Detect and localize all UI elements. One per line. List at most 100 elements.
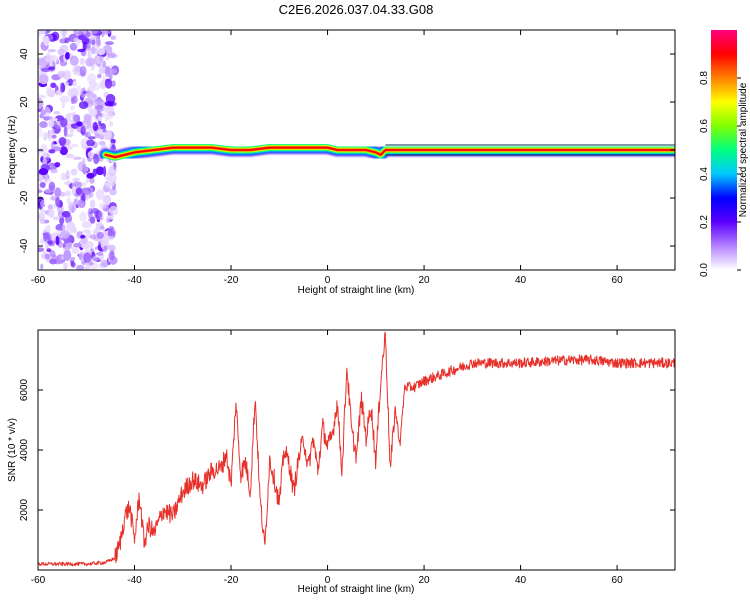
noise-blob xyxy=(111,80,116,88)
noise-blob xyxy=(107,53,117,59)
noise-blob xyxy=(104,41,114,46)
noise-blob xyxy=(87,207,94,219)
snr-x-tick-label: -20 xyxy=(224,575,239,586)
noise-blob xyxy=(59,191,66,197)
noise-blob xyxy=(40,109,47,115)
noise-blob xyxy=(38,189,43,194)
noise-blob xyxy=(70,261,76,268)
colorbar-tick-label: 0.0 xyxy=(699,263,710,277)
noise-blob xyxy=(68,202,77,213)
noise-blob xyxy=(79,58,85,66)
noise-blob xyxy=(73,30,78,36)
noise-blob xyxy=(48,119,55,128)
noise-blob xyxy=(108,205,119,216)
noise-blob xyxy=(71,177,76,189)
noise-blob xyxy=(43,35,50,46)
noise-blob xyxy=(72,95,78,104)
noise-blob xyxy=(54,162,61,168)
noise-blob xyxy=(72,80,77,87)
spectrogram-y-tick-label: 40 xyxy=(19,48,30,60)
noise-blob xyxy=(64,213,73,224)
noise-blob xyxy=(38,247,45,253)
noise-blob xyxy=(71,143,79,148)
noise-blob xyxy=(82,30,87,34)
noise-blob xyxy=(104,78,113,89)
noise-blob xyxy=(66,145,73,150)
noise-blob xyxy=(42,231,52,243)
noise-blob xyxy=(95,252,104,256)
noise-blob xyxy=(38,94,46,99)
noise-blob xyxy=(64,52,70,60)
noise-blob xyxy=(80,125,86,136)
snr-x-label: Height of straight line (km) xyxy=(298,584,415,595)
noise-blob xyxy=(87,136,96,140)
noise-blob xyxy=(40,199,46,208)
noise-blob xyxy=(97,115,103,122)
noise-blob xyxy=(66,133,74,138)
spectrogram-x-tick-label: 40 xyxy=(515,275,527,286)
noise-blob xyxy=(75,187,82,196)
noise-blob xyxy=(49,258,57,265)
noise-blob xyxy=(71,185,77,196)
noise-blob xyxy=(104,111,114,120)
noise-blob xyxy=(46,248,52,253)
noise-blob xyxy=(105,66,111,78)
noise-blob xyxy=(99,202,107,210)
noise-blob xyxy=(39,121,48,128)
noise-blob xyxy=(108,165,117,177)
noise-blob xyxy=(44,54,55,63)
noise-blob xyxy=(51,127,55,135)
noise-blob xyxy=(104,105,112,112)
noise-blob xyxy=(48,181,56,191)
noise-blob xyxy=(85,37,90,45)
noise-blob xyxy=(81,221,92,229)
noise-blob xyxy=(49,61,54,67)
noise-blob xyxy=(63,126,68,137)
noise-blob xyxy=(95,166,105,176)
snr-y-tick-label: 4000 xyxy=(19,438,30,461)
noise-blob xyxy=(70,168,78,176)
noise-blob xyxy=(77,199,85,208)
noise-blob xyxy=(38,74,49,85)
noise-blob xyxy=(38,186,43,190)
noise-blob xyxy=(102,245,108,253)
noise-blob xyxy=(107,231,115,237)
noise-blob xyxy=(100,122,105,127)
snr-y-tick-label: 6000 xyxy=(19,378,30,401)
noise-blob xyxy=(94,209,103,220)
noise-blob xyxy=(105,181,114,188)
noise-blob xyxy=(38,168,49,176)
snr-series-line xyxy=(38,331,675,567)
snr-y-tick-label: 2000 xyxy=(19,498,30,521)
noise-blob xyxy=(100,259,110,268)
noise-blob xyxy=(63,250,72,261)
noise-blob xyxy=(64,190,72,197)
noise-blob xyxy=(71,245,80,255)
spectrogram-x-tick-label: 0 xyxy=(325,275,331,286)
noise-blob xyxy=(39,181,46,189)
noise-blob xyxy=(47,240,53,245)
noise-blob xyxy=(99,134,104,140)
noise-blob xyxy=(69,42,78,51)
noise-blob xyxy=(44,253,51,260)
noise-blob xyxy=(90,30,99,34)
noise-blob xyxy=(67,78,74,86)
noise-blob xyxy=(102,165,107,177)
noise-blob xyxy=(47,48,56,53)
noise-blob xyxy=(84,97,95,103)
spectrogram-y-tick-label: 0 xyxy=(19,147,30,153)
noise-blob xyxy=(58,255,62,260)
noise-blob xyxy=(50,82,57,89)
snr-x-tick-label: 60 xyxy=(612,575,624,586)
noise-blob xyxy=(108,173,118,183)
noise-blob xyxy=(55,235,60,246)
colorbar-gradient xyxy=(711,30,737,270)
noise-blob xyxy=(96,55,105,65)
spectrogram-x-label: Height of straight line (km) xyxy=(298,285,415,296)
noise-blob xyxy=(85,90,92,97)
ridge-core-red xyxy=(104,146,675,159)
noise-blob xyxy=(108,71,113,81)
noise-blob xyxy=(48,149,56,154)
spectrogram-x-tick-label: -60 xyxy=(31,275,46,286)
